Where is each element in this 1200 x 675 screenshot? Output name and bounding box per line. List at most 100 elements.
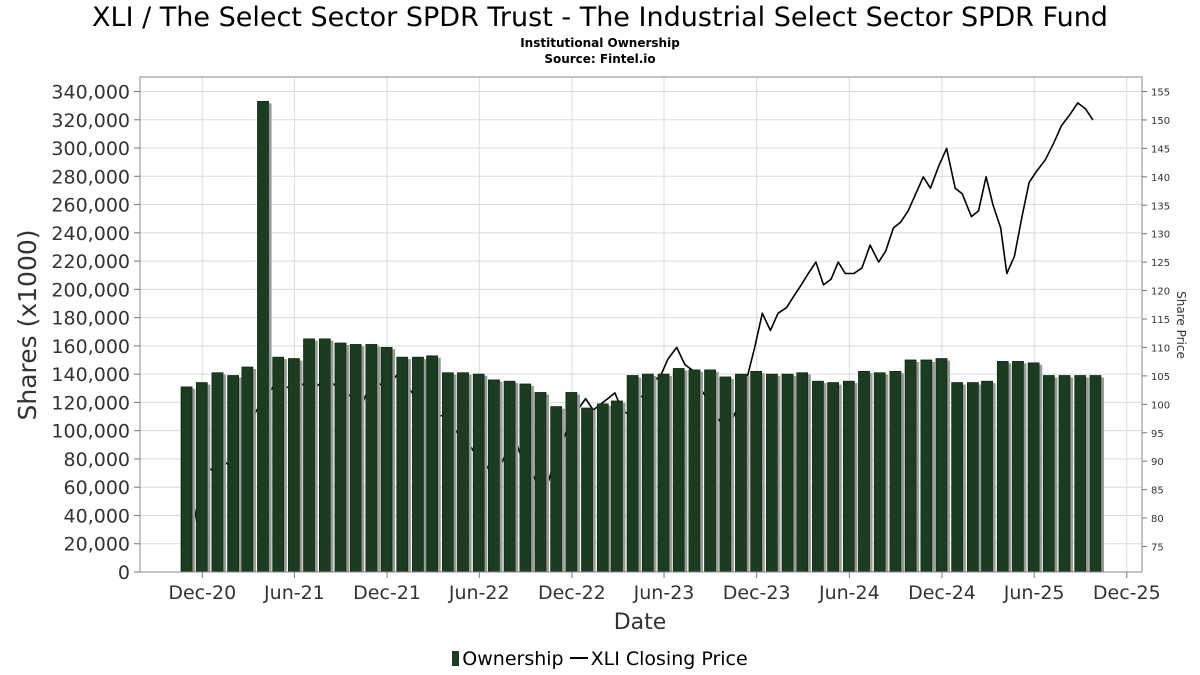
chart-subtitle: Institutional Ownership xyxy=(520,36,680,50)
bar-front xyxy=(565,392,578,573)
bar-front xyxy=(611,400,623,573)
bar-front xyxy=(503,380,516,573)
bar-front xyxy=(626,375,639,573)
bar-front xyxy=(889,371,902,573)
bar-front xyxy=(935,358,948,573)
y-right-tick-label: 155 xyxy=(1151,88,1170,99)
y-tick-label: 180,000 xyxy=(51,308,130,330)
y-tick-label: 140,000 xyxy=(51,364,130,386)
y-tick-label: 60,000 xyxy=(64,477,130,499)
bar-front xyxy=(472,373,485,573)
x-tick-label: Jun-24 xyxy=(818,582,880,604)
bar-front xyxy=(241,366,254,573)
bar-front xyxy=(967,382,979,573)
y-tick-label: 300,000 xyxy=(51,138,130,160)
bar-front xyxy=(195,382,208,573)
bar-front xyxy=(319,338,331,573)
y-tick-label: 200,000 xyxy=(51,279,130,301)
bar-front xyxy=(951,382,963,573)
x-tick-label: Dec-21 xyxy=(353,582,421,604)
bar-front xyxy=(766,373,778,573)
y-right-tick-label: 130 xyxy=(1151,230,1170,241)
y-tick-label: 240,000 xyxy=(51,223,130,245)
bar-front xyxy=(1012,361,1024,573)
bar-front xyxy=(596,403,609,573)
legend-price-label: XLI Closing Price xyxy=(590,648,748,670)
bar-front xyxy=(781,373,794,573)
bar-front xyxy=(904,359,917,573)
y-tick-label: 0 xyxy=(118,562,130,584)
y-right-tick-label: 90 xyxy=(1151,457,1164,468)
bar-front xyxy=(303,338,315,573)
y-axis-title: Shares (x1000) xyxy=(13,229,42,420)
bar-front xyxy=(581,407,593,573)
bar-front xyxy=(873,372,886,573)
y-right-tick-label: 80 xyxy=(1151,514,1164,525)
bar-front xyxy=(672,368,685,573)
x-tick-label: Dec-24 xyxy=(908,582,976,604)
y-tick-label: 120,000 xyxy=(51,392,130,414)
y-tick-label: 160,000 xyxy=(51,336,130,358)
y-right-tick-label: 145 xyxy=(1151,144,1170,155)
bar-front xyxy=(1089,375,1102,573)
bar-front xyxy=(704,369,716,573)
bar-front xyxy=(519,383,532,573)
bar-front xyxy=(688,369,701,573)
legend-ownership-label: Ownership xyxy=(462,648,564,670)
bar-front xyxy=(827,382,839,573)
chart-title: XLI / The Select Sector SPDR Trust - The… xyxy=(92,2,1108,33)
y-tick-label: 20,000 xyxy=(64,534,130,556)
bar-front xyxy=(412,356,424,573)
y-right-tick-label: 105 xyxy=(1151,372,1170,383)
bar-front xyxy=(288,358,300,573)
y-tick-label: 100,000 xyxy=(51,421,130,443)
bar-front xyxy=(657,373,670,573)
x-tick-label: Jun-25 xyxy=(1003,582,1065,604)
bar-front xyxy=(349,344,362,573)
x-tick-label: Jun-23 xyxy=(633,582,695,604)
y-right-tick-label: 95 xyxy=(1151,429,1164,440)
x-tick-label: Jun-22 xyxy=(448,582,510,604)
y-right-tick-label: 85 xyxy=(1151,486,1164,497)
bar-front xyxy=(272,356,285,573)
bar-front xyxy=(796,372,809,573)
x-tick-label: Dec-23 xyxy=(723,582,791,604)
chart-source: Source: Fintel.io xyxy=(544,52,656,66)
chart-legend: Ownership XLI Closing Price xyxy=(0,647,1200,671)
y-right-tick-label: 135 xyxy=(1151,201,1170,212)
bar-front xyxy=(334,342,347,573)
bar-front xyxy=(380,346,393,573)
bar-front xyxy=(457,372,469,573)
bar-front xyxy=(981,380,993,573)
y-tick-label: 220,000 xyxy=(51,251,130,273)
y-right-tick-label: 100 xyxy=(1151,400,1170,411)
bar-front xyxy=(920,359,933,573)
bar-front xyxy=(534,392,547,573)
bar-front xyxy=(396,356,409,573)
bar-front xyxy=(426,355,438,573)
x-tick-label: Jun-21 xyxy=(263,582,325,604)
bar-front xyxy=(750,371,762,573)
y-right-axis-title: Share Price xyxy=(1174,291,1188,359)
bar-front xyxy=(996,361,1009,573)
y-right-tick-label: 140 xyxy=(1151,173,1170,184)
bar-front xyxy=(257,101,269,573)
x-tick-label: Dec-20 xyxy=(168,582,236,604)
bar-front xyxy=(227,375,239,573)
bar-front xyxy=(1043,375,1055,573)
bar-front xyxy=(642,373,654,573)
bar-front xyxy=(1027,362,1040,573)
y-tick-label: 40,000 xyxy=(64,505,130,527)
y-right-tick-label: 115 xyxy=(1151,315,1170,326)
bar-front xyxy=(858,371,870,573)
bar-front xyxy=(1074,375,1087,573)
y-tick-label: 320,000 xyxy=(51,110,130,132)
y-right-tick-label: 150 xyxy=(1151,116,1170,127)
bar-front xyxy=(365,344,378,573)
bar-front xyxy=(180,386,193,573)
bar-front xyxy=(843,380,855,573)
y-tick-label: 340,000 xyxy=(51,82,130,104)
y-right-tick-label: 110 xyxy=(1151,343,1170,354)
legend-price-swatch xyxy=(569,657,588,659)
bar-front xyxy=(488,379,500,573)
